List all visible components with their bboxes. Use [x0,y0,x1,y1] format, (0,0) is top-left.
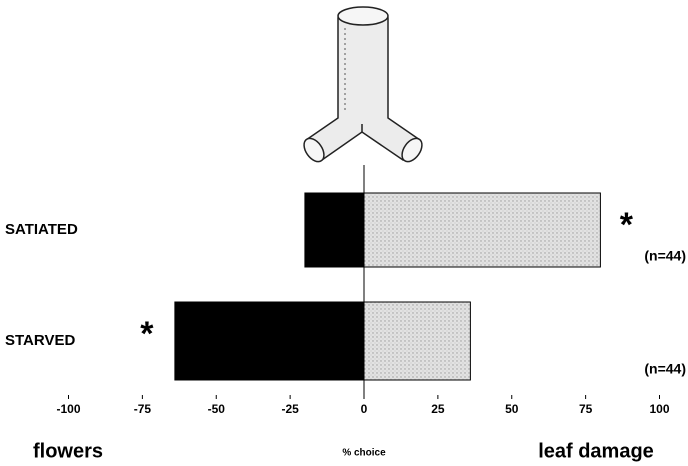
significance-marker: * [140,315,154,353]
x-tick-label: 25 [431,402,445,416]
bar [363,192,601,268]
bar [304,192,365,268]
y-tube-illustration [303,6,423,163]
x-axis-label: % choice [342,448,386,459]
category-label: SATIATED [5,221,78,238]
right-end-label: leaf damage [538,440,654,462]
left-end-label: flowers [33,440,103,462]
x-tick-label: 100 [649,402,669,416]
significance-marker: * [620,206,634,244]
x-tick-label: -75 [134,402,152,416]
x-tick-label: 0 [361,402,368,416]
x-tick-label: 50 [505,402,519,416]
x-tick-label: -50 [208,402,226,416]
sample-size: (n=44) [644,361,686,377]
x-tick-label: 75 [579,402,593,416]
bar [363,301,471,381]
category-label: STARVED [5,332,75,349]
bar [174,301,365,381]
x-tick-label: -25 [281,402,299,416]
x-tick-label: -100 [56,402,80,416]
sample-size: (n=44) [644,248,686,264]
